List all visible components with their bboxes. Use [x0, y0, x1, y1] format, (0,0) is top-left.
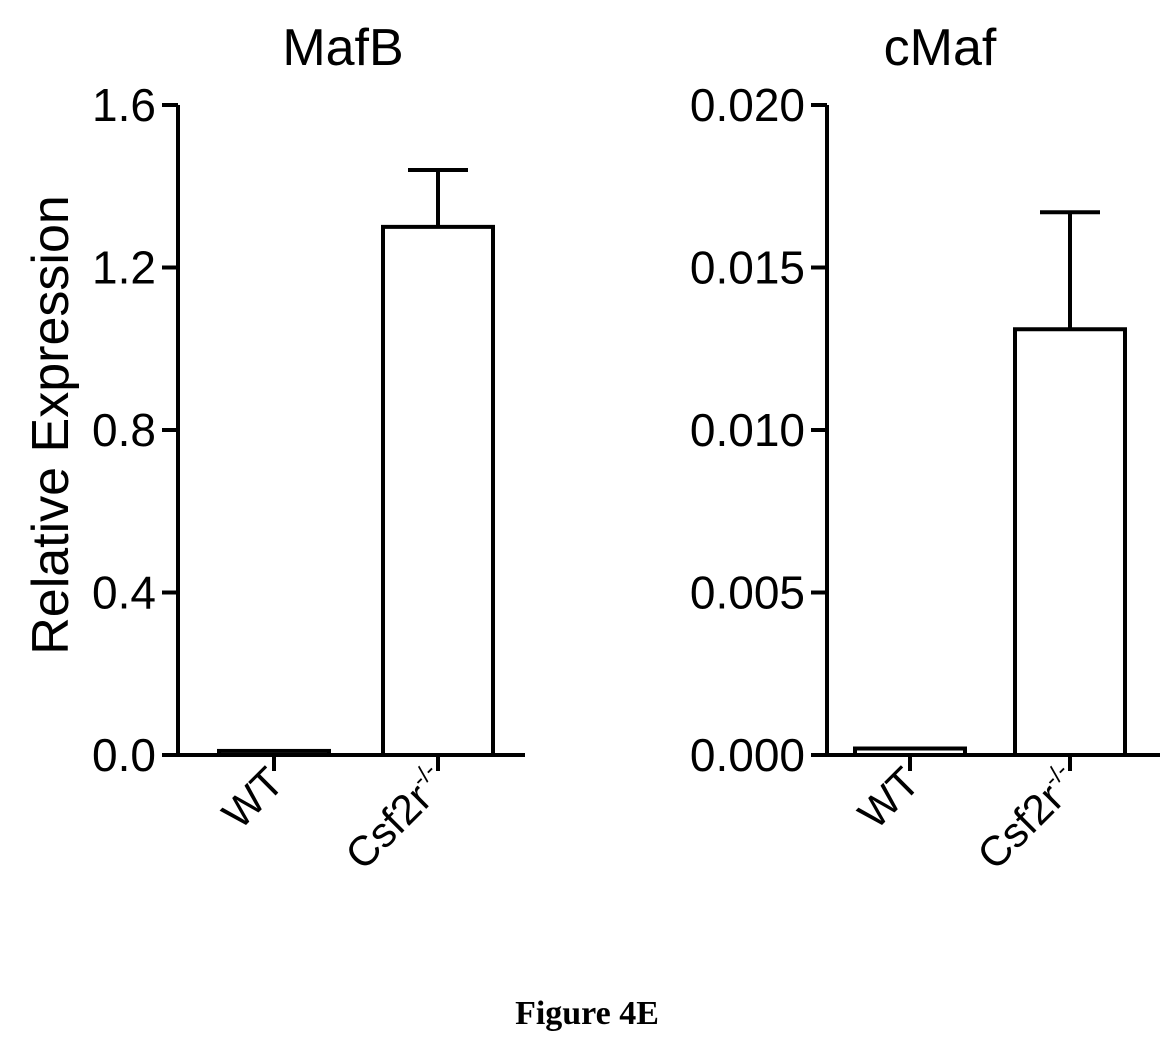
y-tick-label: 0.8	[92, 404, 156, 456]
x-tick-label-csf2r: Csf2r-/-	[967, 757, 1088, 878]
figure-caption: Figure 4E	[0, 995, 1174, 1033]
y-tick-label: 0.0	[92, 729, 156, 781]
chart-panel-mafb: MafB Relative Expression 0.0 0.4 0.8 1.2 1.6 WT…	[22, 19, 525, 878]
bar	[219, 751, 329, 755]
chart-title: cMaf	[884, 19, 997, 77]
y-tick-label: 0.000	[690, 729, 805, 781]
x-tick-label-wt: WT	[849, 758, 928, 837]
y-tick-label: 0.4	[92, 567, 156, 619]
bar	[383, 227, 493, 755]
figure: MafB Relative Expression 0.0 0.4 0.8 1.2 1.6 WT…	[0, 0, 1174, 990]
y-tick-label: 1.6	[92, 79, 156, 131]
y-tick-label: 0.020	[690, 79, 805, 131]
y-tick-label: 0.010	[690, 404, 805, 456]
y-tick-label: 0.005	[690, 567, 805, 619]
bar	[1015, 329, 1125, 755]
y-axis-label: Relative Expression	[22, 195, 80, 655]
x-tick-label-wt: WT	[213, 758, 292, 837]
x-tick-label-csf2r: Csf2r-/-	[335, 757, 456, 878]
chart-title: MafB	[282, 19, 403, 77]
y-tick-label: 0.015	[690, 242, 805, 294]
y-tick-label: 1.2	[92, 242, 156, 294]
chart-panel-cmaf: cMaf 0.000 0.005 0.010 0.015 0.020 WT Csf2r-/-	[690, 19, 1160, 878]
bar	[855, 749, 965, 756]
